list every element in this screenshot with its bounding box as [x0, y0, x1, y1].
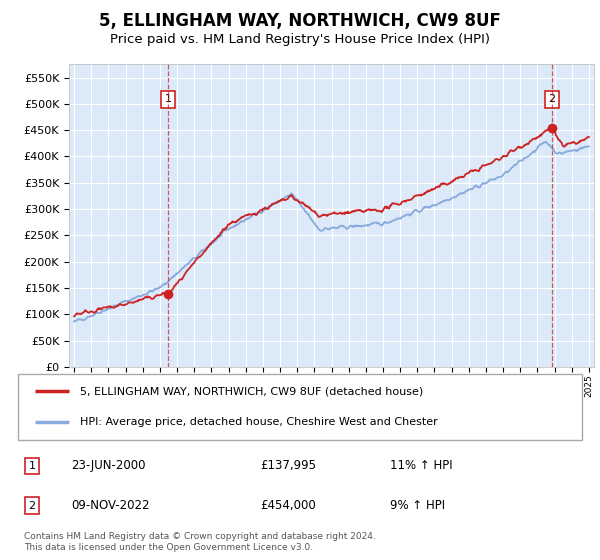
Text: 2: 2 [548, 94, 556, 104]
Text: 9% ↑ HPI: 9% ↑ HPI [390, 500, 445, 512]
Text: £137,995: £137,995 [260, 459, 317, 472]
Text: 2: 2 [29, 501, 35, 511]
Text: £454,000: £454,000 [260, 500, 316, 512]
Text: 1: 1 [29, 461, 35, 471]
Text: 5, ELLINGHAM WAY, NORTHWICH, CW9 8UF (detached house): 5, ELLINGHAM WAY, NORTHWICH, CW9 8UF (de… [80, 386, 423, 396]
Text: 1: 1 [164, 94, 172, 104]
Text: 23-JUN-2000: 23-JUN-2000 [71, 459, 146, 472]
Text: Contains HM Land Registry data © Crown copyright and database right 2024.
This d: Contains HM Land Registry data © Crown c… [23, 533, 376, 552]
Text: 5, ELLINGHAM WAY, NORTHWICH, CW9 8UF: 5, ELLINGHAM WAY, NORTHWICH, CW9 8UF [99, 12, 501, 30]
Text: 09-NOV-2022: 09-NOV-2022 [71, 500, 150, 512]
FancyBboxPatch shape [18, 374, 582, 440]
Text: Price paid vs. HM Land Registry's House Price Index (HPI): Price paid vs. HM Land Registry's House … [110, 32, 490, 46]
Text: HPI: Average price, detached house, Cheshire West and Chester: HPI: Average price, detached house, Ches… [80, 417, 438, 427]
Text: 11% ↑ HPI: 11% ↑ HPI [390, 459, 453, 472]
